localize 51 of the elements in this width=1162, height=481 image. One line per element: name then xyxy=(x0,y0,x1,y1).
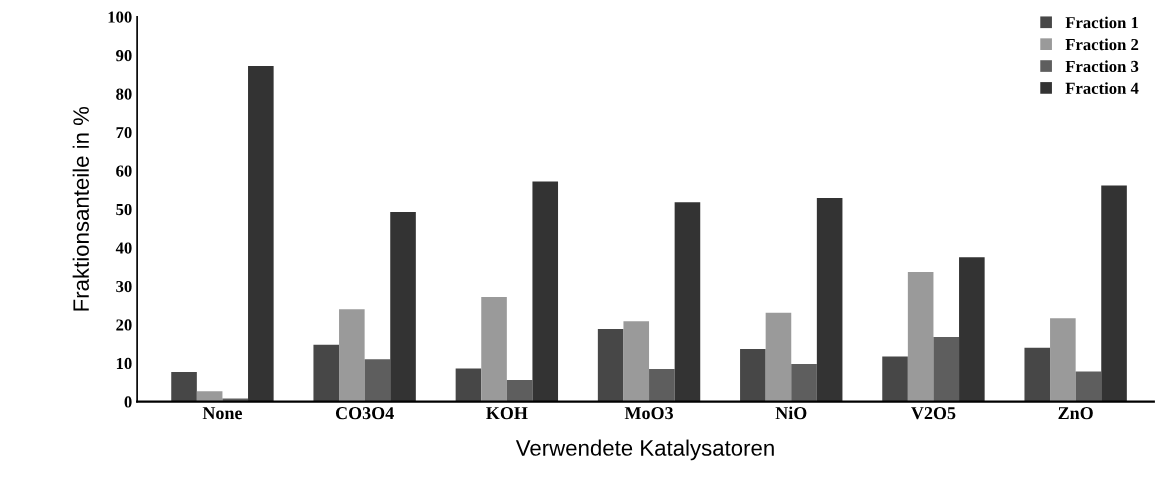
legend-label: Fraction 4 xyxy=(1065,82,1139,94)
bar xyxy=(481,296,507,402)
y-tick-label: 30 xyxy=(116,280,132,293)
bar xyxy=(907,271,934,402)
bar xyxy=(506,380,533,402)
y-tick-label: 40 xyxy=(115,242,132,254)
bar xyxy=(196,391,223,402)
bar xyxy=(933,336,960,402)
legend-label: Fraction 3 xyxy=(1065,60,1139,73)
bar xyxy=(816,198,843,402)
y-tick-label: 10 xyxy=(116,357,132,370)
legend-label: Fraction 2 xyxy=(1065,38,1139,51)
bar xyxy=(674,202,701,402)
bar xyxy=(765,312,792,402)
y-tick-label: 50 xyxy=(116,203,132,216)
bar xyxy=(339,309,365,402)
bar xyxy=(882,356,908,402)
x-tick-label: V2O5 xyxy=(911,407,956,420)
bar xyxy=(313,344,340,402)
y-tick-label: 0 xyxy=(124,396,132,408)
x-tick-label: KOH xyxy=(486,407,528,420)
bar xyxy=(649,368,675,402)
y-axis-title: Fraktionsanteile in % xyxy=(72,106,89,311)
bar xyxy=(364,359,391,402)
y-tick-label: 70 xyxy=(116,126,132,139)
y-tick-label: 60 xyxy=(116,165,132,177)
y-tick-label: 80 xyxy=(116,88,132,100)
x-tick-label: CO3O4 xyxy=(335,407,394,420)
bar xyxy=(390,211,416,402)
x-tick-label: ZnO xyxy=(1058,407,1093,420)
y-tick-label: 90 xyxy=(116,50,132,62)
bar xyxy=(623,321,650,402)
bar xyxy=(1050,318,1076,402)
bar xyxy=(532,181,559,402)
bar xyxy=(1075,371,1102,402)
x-tick-label: MoO3 xyxy=(624,407,673,420)
x-tick-label: NiO xyxy=(775,406,807,420)
bar xyxy=(597,328,624,402)
legend-label: Fraction 1 xyxy=(1065,16,1139,29)
bar xyxy=(959,257,985,402)
x-axis-title: Verwendete Katalysatoren xyxy=(515,439,774,461)
y-tick-label: 100 xyxy=(108,11,132,23)
x-tick-label: None xyxy=(202,407,243,420)
bar xyxy=(1101,185,1127,402)
bar xyxy=(791,363,817,402)
bar xyxy=(248,66,274,402)
bar xyxy=(1024,347,1051,402)
y-tick-label: 20 xyxy=(116,319,132,331)
bar xyxy=(171,372,197,402)
bar xyxy=(740,348,766,402)
bar xyxy=(455,368,482,402)
